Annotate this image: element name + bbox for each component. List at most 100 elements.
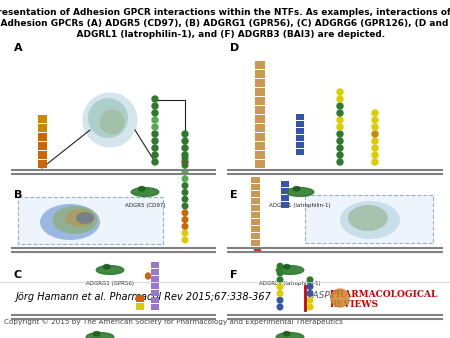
Ellipse shape: [53, 206, 98, 234]
Bar: [251, 219, 260, 225]
Ellipse shape: [131, 188, 159, 196]
Bar: [251, 240, 260, 246]
Circle shape: [337, 124, 343, 130]
Ellipse shape: [145, 273, 150, 279]
Circle shape: [152, 159, 158, 165]
Bar: [296, 135, 304, 141]
Bar: [255, 70, 265, 78]
Circle shape: [152, 131, 158, 137]
Ellipse shape: [104, 265, 110, 269]
Ellipse shape: [82, 93, 138, 147]
Bar: [281, 181, 289, 187]
Text: ADGRL1 (latrophilin-1): ADGRL1 (latrophilin-1): [259, 281, 321, 286]
Bar: [151, 304, 159, 310]
Circle shape: [182, 237, 188, 243]
Bar: [151, 297, 159, 303]
Text: Jörg Hamann et al. Pharmacol Rev 2015;67:338-367: Jörg Hamann et al. Pharmacol Rev 2015;67…: [16, 292, 272, 302]
Circle shape: [337, 152, 343, 158]
Bar: [37, 124, 46, 132]
Ellipse shape: [331, 289, 349, 307]
Ellipse shape: [276, 333, 304, 338]
Circle shape: [182, 145, 188, 151]
Circle shape: [277, 270, 283, 276]
Bar: [296, 149, 304, 155]
Bar: [37, 160, 46, 168]
Ellipse shape: [284, 265, 290, 269]
Circle shape: [372, 117, 378, 123]
Text: PHARMACOLOGICAL: PHARMACOLOGICAL: [330, 290, 438, 299]
Circle shape: [182, 176, 188, 182]
Circle shape: [182, 162, 188, 168]
Ellipse shape: [276, 266, 304, 274]
Text: F: F: [230, 270, 238, 280]
Circle shape: [182, 190, 188, 195]
Bar: [251, 191, 260, 197]
Bar: [296, 114, 304, 120]
Ellipse shape: [94, 332, 100, 336]
Bar: [251, 205, 260, 211]
Text: A: A: [14, 43, 22, 53]
Text: Representation of Adhesion GPCR interactions within the NTFs. As examples, inter: Representation of Adhesion GPCR interact…: [0, 8, 450, 17]
Text: ADGRL1 (latrophilin-1), and (F) ADGRB3 (BAI3) are depicted.: ADGRL1 (latrophilin-1), and (F) ADGRB3 (…: [64, 30, 386, 39]
Circle shape: [182, 159, 188, 165]
Ellipse shape: [340, 201, 400, 239]
Circle shape: [372, 124, 378, 130]
Circle shape: [372, 145, 378, 151]
Ellipse shape: [96, 266, 124, 274]
Circle shape: [372, 131, 378, 137]
Bar: [8, 40, 442, 282]
Bar: [37, 133, 46, 141]
Bar: [255, 160, 265, 168]
Circle shape: [337, 131, 343, 137]
Circle shape: [372, 110, 378, 116]
Ellipse shape: [284, 332, 290, 336]
Text: REVIEWS: REVIEWS: [330, 300, 379, 309]
Circle shape: [152, 96, 158, 102]
Bar: [255, 142, 265, 150]
Bar: [151, 262, 159, 268]
Bar: [251, 226, 260, 232]
Circle shape: [182, 138, 188, 144]
Circle shape: [307, 291, 313, 296]
Bar: [281, 195, 289, 201]
Circle shape: [277, 277, 283, 283]
Bar: [151, 290, 159, 296]
Circle shape: [182, 183, 188, 188]
Bar: [251, 177, 260, 183]
Bar: [305, 195, 433, 243]
Bar: [251, 212, 260, 218]
Circle shape: [307, 284, 313, 289]
Circle shape: [182, 169, 188, 175]
Circle shape: [277, 297, 283, 303]
Circle shape: [182, 196, 188, 202]
Circle shape: [307, 304, 313, 310]
Text: ADGR5 (CD97): ADGR5 (CD97): [125, 203, 165, 208]
Bar: [151, 276, 159, 282]
Circle shape: [307, 277, 313, 283]
Ellipse shape: [65, 209, 95, 227]
Circle shape: [277, 291, 283, 296]
Circle shape: [372, 138, 378, 144]
Circle shape: [152, 110, 158, 116]
Circle shape: [337, 138, 343, 144]
Ellipse shape: [139, 187, 145, 191]
Bar: [37, 151, 46, 159]
Bar: [255, 79, 265, 87]
Bar: [255, 133, 265, 141]
Circle shape: [152, 124, 158, 130]
Text: C: C: [14, 270, 22, 280]
Circle shape: [182, 217, 188, 222]
Text: Copyright © 2015 by The American Society for Pharmacology and Experimental Thera: Copyright © 2015 by The American Society…: [4, 318, 343, 325]
Text: ADGRL1 (latrophilin-1): ADGRL1 (latrophilin-1): [269, 203, 331, 208]
Circle shape: [182, 155, 188, 161]
Circle shape: [372, 152, 378, 158]
Bar: [251, 184, 260, 190]
Bar: [255, 115, 265, 123]
Bar: [255, 106, 265, 114]
Circle shape: [337, 96, 343, 102]
Circle shape: [307, 297, 313, 303]
Bar: [281, 202, 289, 208]
Bar: [37, 142, 46, 150]
Ellipse shape: [86, 333, 114, 338]
Bar: [18, 197, 163, 244]
